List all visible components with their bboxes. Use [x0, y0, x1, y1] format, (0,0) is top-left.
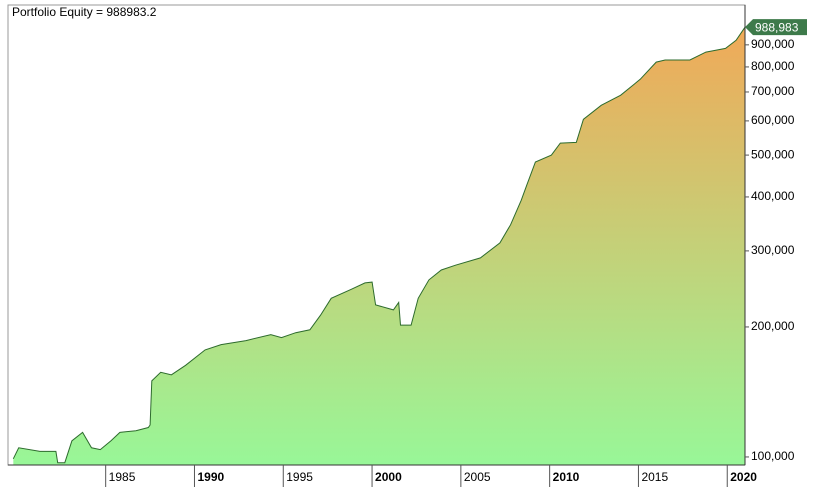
area-fill — [13, 27, 746, 465]
y-tick-label: 100,000 — [751, 449, 795, 463]
x-tick-label: 2010 — [553, 470, 580, 484]
x-tick-label: 2005 — [464, 470, 491, 484]
y-tick-label: 600,000 — [751, 113, 795, 127]
y-tick-label: 500,000 — [751, 147, 795, 161]
last-value-tag — [745, 19, 807, 36]
equity-line — [12, 26, 746, 464]
y-tick-label: 300,000 — [751, 243, 795, 257]
x-tick-label: 2020 — [730, 470, 757, 484]
x-tick-label: 1995 — [286, 470, 313, 484]
x-tick-label: 2015 — [641, 470, 668, 484]
y-tick-label: 700,000 — [751, 84, 795, 98]
x-tick-label: 1990 — [197, 470, 224, 484]
y-tick-label: 900,000 — [751, 37, 795, 51]
x-tick-label: 2000 — [375, 470, 402, 484]
chart-title: Portfolio Equity = 988983.2 — [12, 5, 157, 19]
last-value-label: 988,983 — [755, 20, 799, 34]
y-tick-label: 400,000 — [751, 189, 795, 203]
y-tick-label: 200,000 — [751, 319, 795, 333]
y-tick-label: 800,000 — [751, 59, 795, 73]
x-tick-label: 1985 — [109, 470, 136, 484]
